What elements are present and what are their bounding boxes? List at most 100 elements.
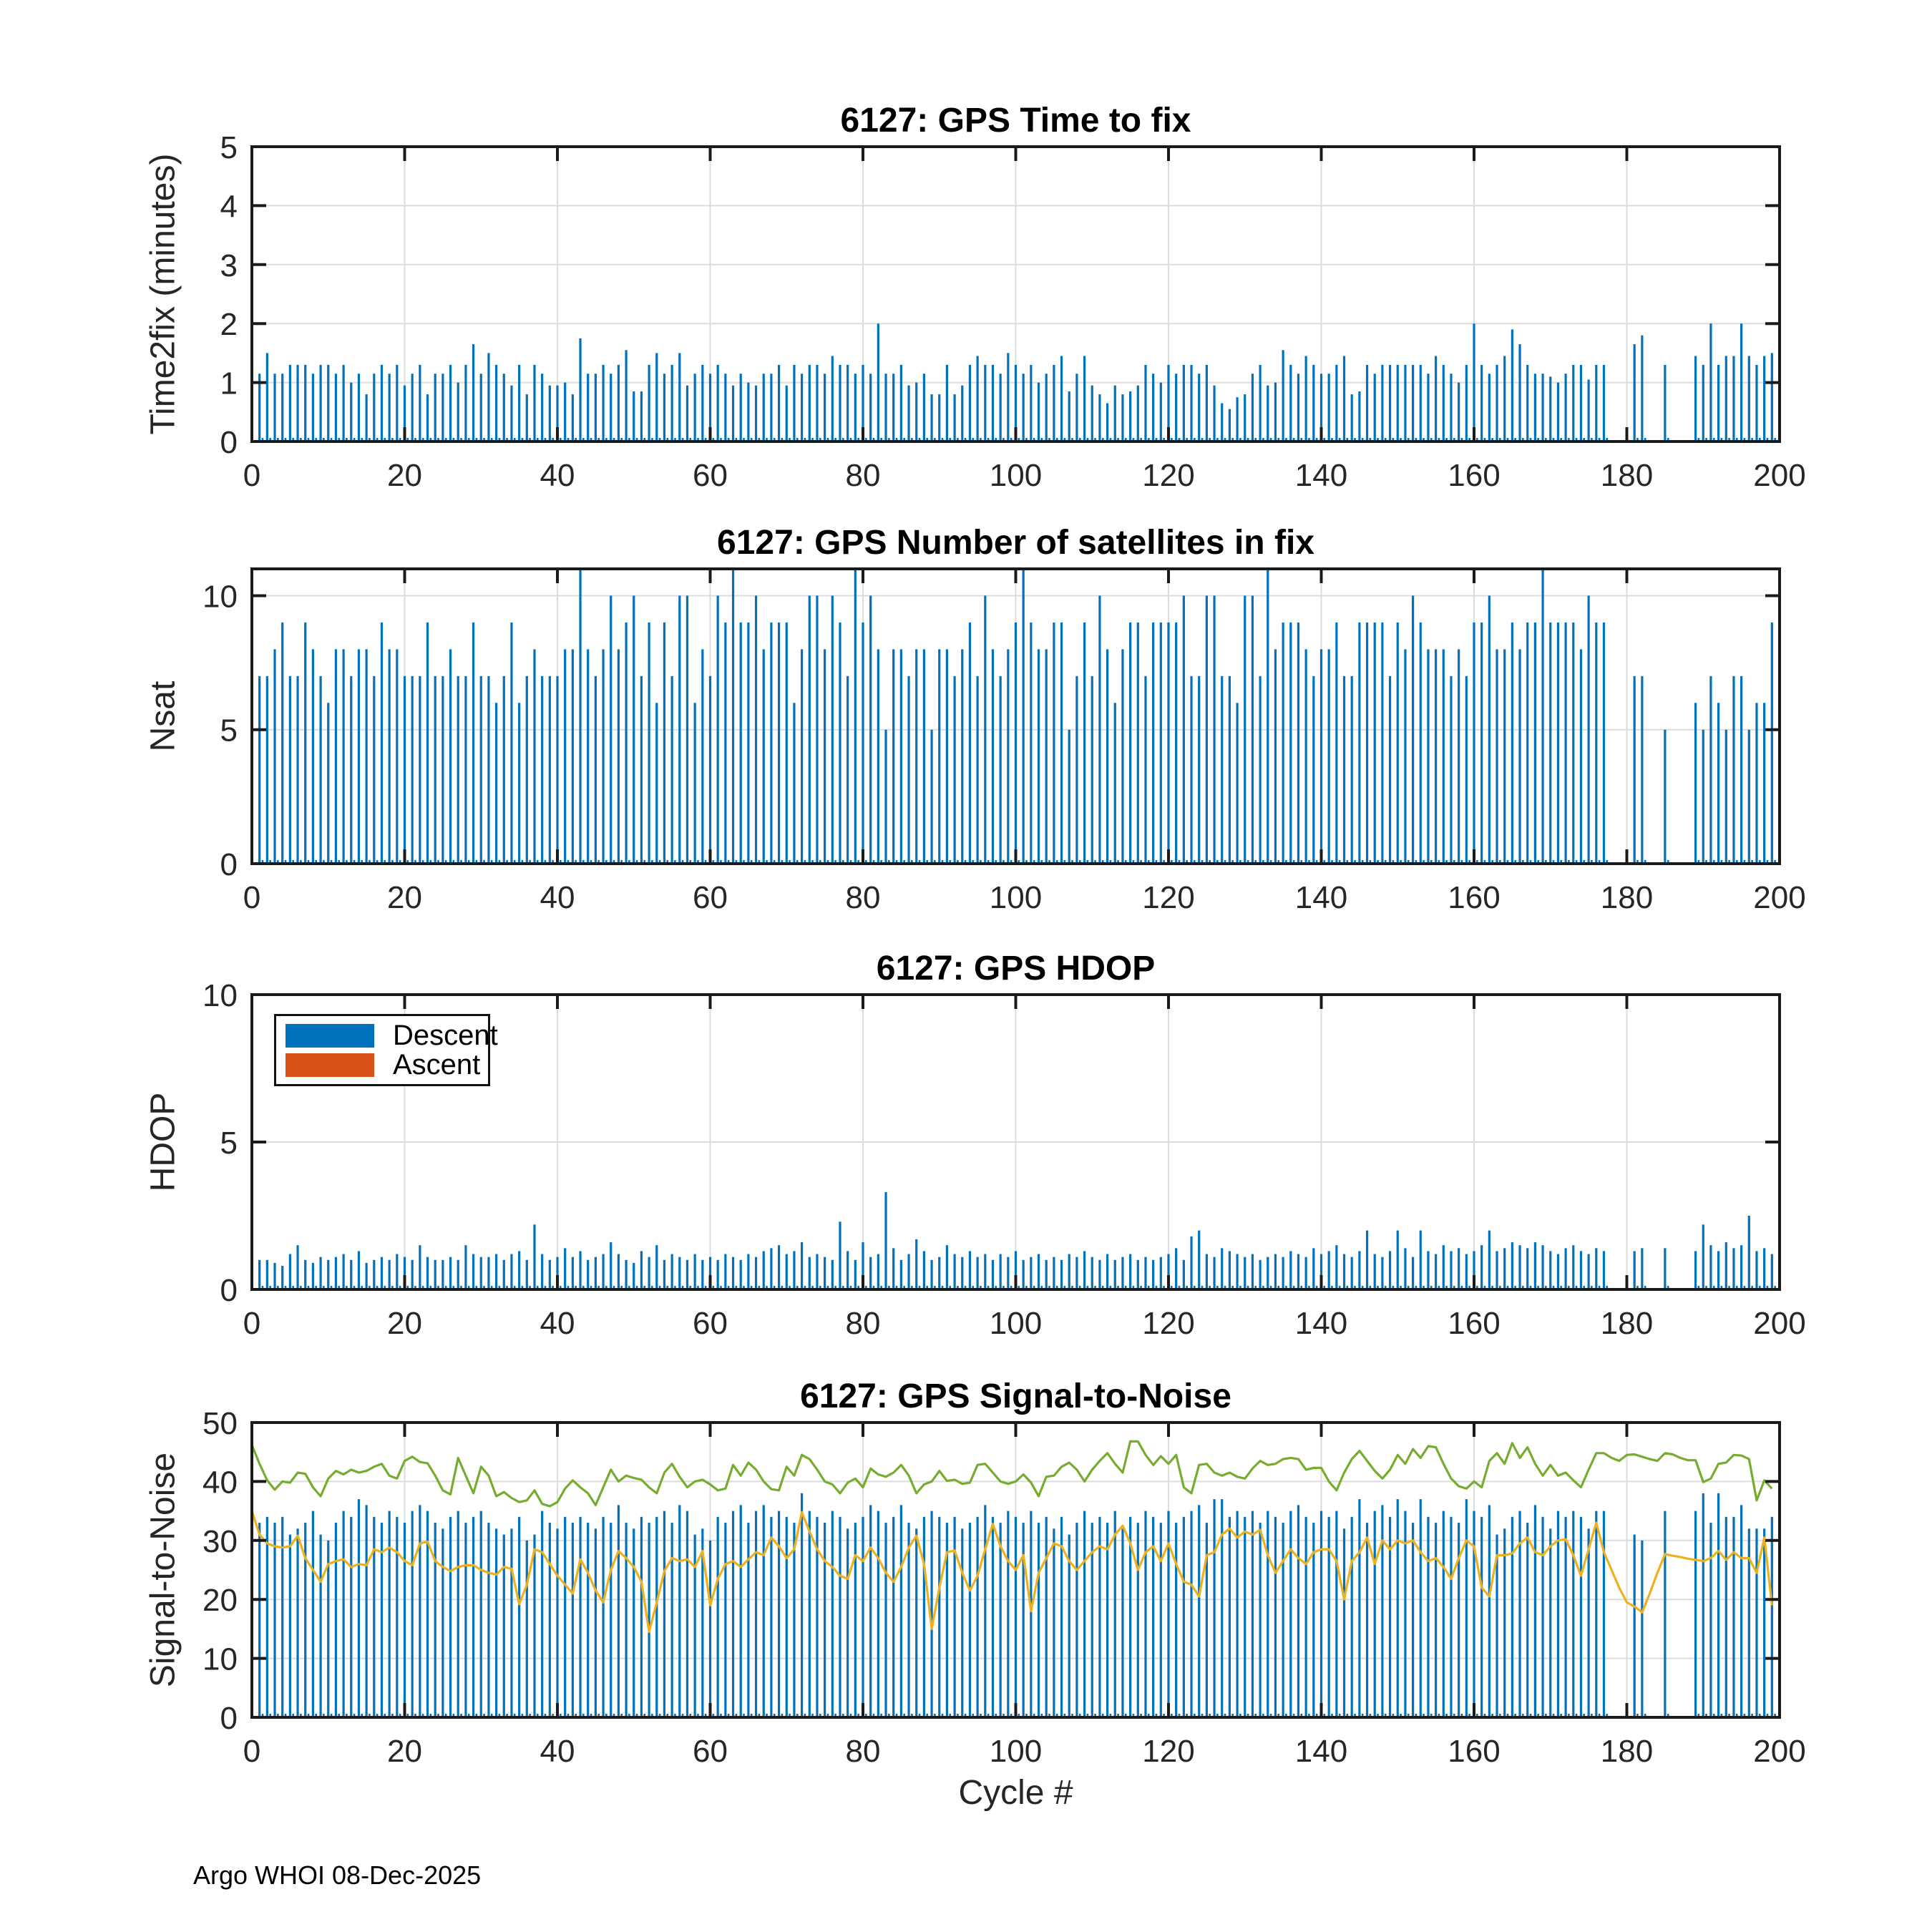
tick-labels: 0 20 40 60 80 100 120 140 160 180 200 0 5 10 <box>203 579 1806 915</box>
x-tick-label: 140 <box>1295 1306 1347 1341</box>
x-tick-label: 60 <box>693 1734 728 1769</box>
tick-labels: 0 20 40 60 80 100 120 140 160 180 200 0 10 20 30 40 50 <box>203 1406 1806 1769</box>
plot3-ylabel: HDOP <box>144 1092 182 1192</box>
gridlines <box>252 995 1780 1289</box>
x-tick-label: 160 <box>1448 1306 1500 1341</box>
y-tick-label: 30 <box>203 1524 238 1559</box>
bars-ascent-stubs <box>261 1714 1776 1717</box>
legend-ascent-label: Ascent <box>393 1049 481 1080</box>
plot4-title: 6127: GPS Signal-to-Noise <box>800 1377 1231 1415</box>
x-tick-label: 160 <box>1448 880 1500 915</box>
subplot-4: 0 20 40 60 80 100 120 140 160 180 200 0 10 20 30 40 50 <box>203 1406 1806 1769</box>
x-tick-label: 40 <box>540 880 575 915</box>
descent-swatch <box>286 1023 374 1048</box>
y-tick-label: 3 <box>220 248 238 283</box>
x-tick-label: 80 <box>846 880 881 915</box>
y-tick-label: 10 <box>203 1642 238 1677</box>
y-tick-label: 10 <box>203 579 238 614</box>
y-tick-label: 1 <box>220 366 238 401</box>
x-tick-label: 40 <box>540 458 575 493</box>
x-tick-label: 20 <box>387 458 422 493</box>
x-tick-label: 120 <box>1142 1306 1194 1341</box>
x-tick-label: 0 <box>243 458 260 493</box>
axes-box <box>250 993 1781 1291</box>
x-tick-label: 60 <box>693 458 728 493</box>
axes-box <box>250 1421 1781 1719</box>
x-tick-label: 200 <box>1753 1734 1805 1769</box>
x-tick-label: 140 <box>1295 458 1347 493</box>
bars-ascent-stubs <box>261 1286 1776 1289</box>
legend-row-descent: Descent <box>286 1021 498 1050</box>
y-tick-label: 0 <box>220 847 238 882</box>
y-tick-label: 0 <box>220 1701 238 1736</box>
x-tick-label: 20 <box>387 880 422 915</box>
x-tick-label: 100 <box>990 880 1042 915</box>
bars-descent <box>258 569 1773 864</box>
bars-descent <box>258 1493 1773 1717</box>
bars-descent <box>258 1192 1773 1289</box>
legend-row-ascent: Ascent <box>286 1049 488 1080</box>
x-tick-label: 180 <box>1601 1734 1653 1769</box>
y-tick-label: 5 <box>220 713 238 748</box>
x-tick-label: 100 <box>990 1306 1042 1341</box>
plot3-title: 6127: GPS HDOP <box>876 950 1156 987</box>
ascent-swatch <box>286 1053 374 1077</box>
x-tick-label: 80 <box>846 458 881 493</box>
x-tick-label: 60 <box>693 880 728 915</box>
y-tick-label: 40 <box>203 1465 238 1500</box>
y-tick-label: 5 <box>220 1126 238 1161</box>
x-tick-label: 180 <box>1601 458 1653 493</box>
plot1-ylabel: Time2fix (minutes) <box>144 153 182 435</box>
y-tick-label: 5 <box>220 130 238 165</box>
bars-ascent-stubs <box>261 438 1776 441</box>
y-tick-label: 50 <box>203 1406 238 1441</box>
x-tick-label: 120 <box>1142 458 1194 493</box>
plot4-ylabel: Signal-to-Noise <box>144 1452 182 1688</box>
y-tick-label: 10 <box>203 978 238 1013</box>
y-tick-label: 0 <box>220 1273 238 1308</box>
y-tick-label: 20 <box>203 1583 238 1618</box>
x-tick-label: 180 <box>1601 1306 1653 1341</box>
x-tick-label: 200 <box>1753 458 1805 493</box>
legend-box: Descent Ascent <box>274 1014 498 1086</box>
x-tick-label: 140 <box>1295 1734 1347 1769</box>
x-tick-label: 160 <box>1448 1734 1500 1769</box>
x-tick-label: 200 <box>1753 1306 1805 1341</box>
footer-text: Argo WHOI 08-Dec-2025 <box>193 1860 482 1890</box>
x-tick-label: 140 <box>1295 880 1347 915</box>
plot2-title: 6127: GPS Number of satellites in fix <box>717 524 1314 562</box>
line-yellow <box>250 1511 1773 1634</box>
x-tick-label: 100 <box>990 1734 1042 1769</box>
x-tick-label: 0 <box>243 1734 260 1769</box>
x-tick-label: 180 <box>1601 880 1653 915</box>
x-tick-label: 120 <box>1142 1734 1194 1769</box>
x-tick-label: 80 <box>846 1306 881 1341</box>
x-tick-label: 40 <box>540 1306 575 1341</box>
gridlines <box>252 147 1780 441</box>
subplot-3: 0 20 40 60 80 100 120 140 160 180 200 0 5 10 <box>203 978 1806 1341</box>
x-tick-label: 100 <box>990 458 1042 493</box>
x-tick-label: 20 <box>387 1734 422 1769</box>
x-tick-label: 0 <box>243 880 260 915</box>
bars-ascent-stubs <box>261 860 1776 864</box>
tick-labels: 0 20 40 60 80 100 120 140 160 180 200 0 5 10 <box>203 978 1806 1341</box>
legend-descent-label: Descent <box>393 1020 498 1051</box>
plot2-ylabel: Nsat <box>144 680 182 752</box>
x-tick-label: 0 <box>243 1306 260 1341</box>
x-axis-label: Cycle # <box>958 1774 1073 1812</box>
y-tick-label: 0 <box>220 425 238 460</box>
axes-box <box>250 567 1781 865</box>
tick-labels: 0 20 40 60 80 100 120 140 160 180 200 0 1 2 3 4 5 <box>220 130 1806 493</box>
axes-box <box>250 145 1781 443</box>
x-tick-label: 160 <box>1448 458 1500 493</box>
line-green <box>250 1440 1773 1508</box>
x-tick-label: 40 <box>540 1734 575 1769</box>
x-tick-label: 20 <box>387 1306 422 1341</box>
subplot-1: 0 20 40 60 80 100 120 140 160 180 200 0 1 2 3 4 5 <box>220 130 1806 493</box>
subplot-2: 0 20 40 60 80 100 120 140 160 180 200 0 5 10 <box>203 567 1806 915</box>
bars-descent <box>258 323 1773 441</box>
x-tick-label: 200 <box>1753 880 1805 915</box>
y-tick-label: 2 <box>220 307 238 342</box>
